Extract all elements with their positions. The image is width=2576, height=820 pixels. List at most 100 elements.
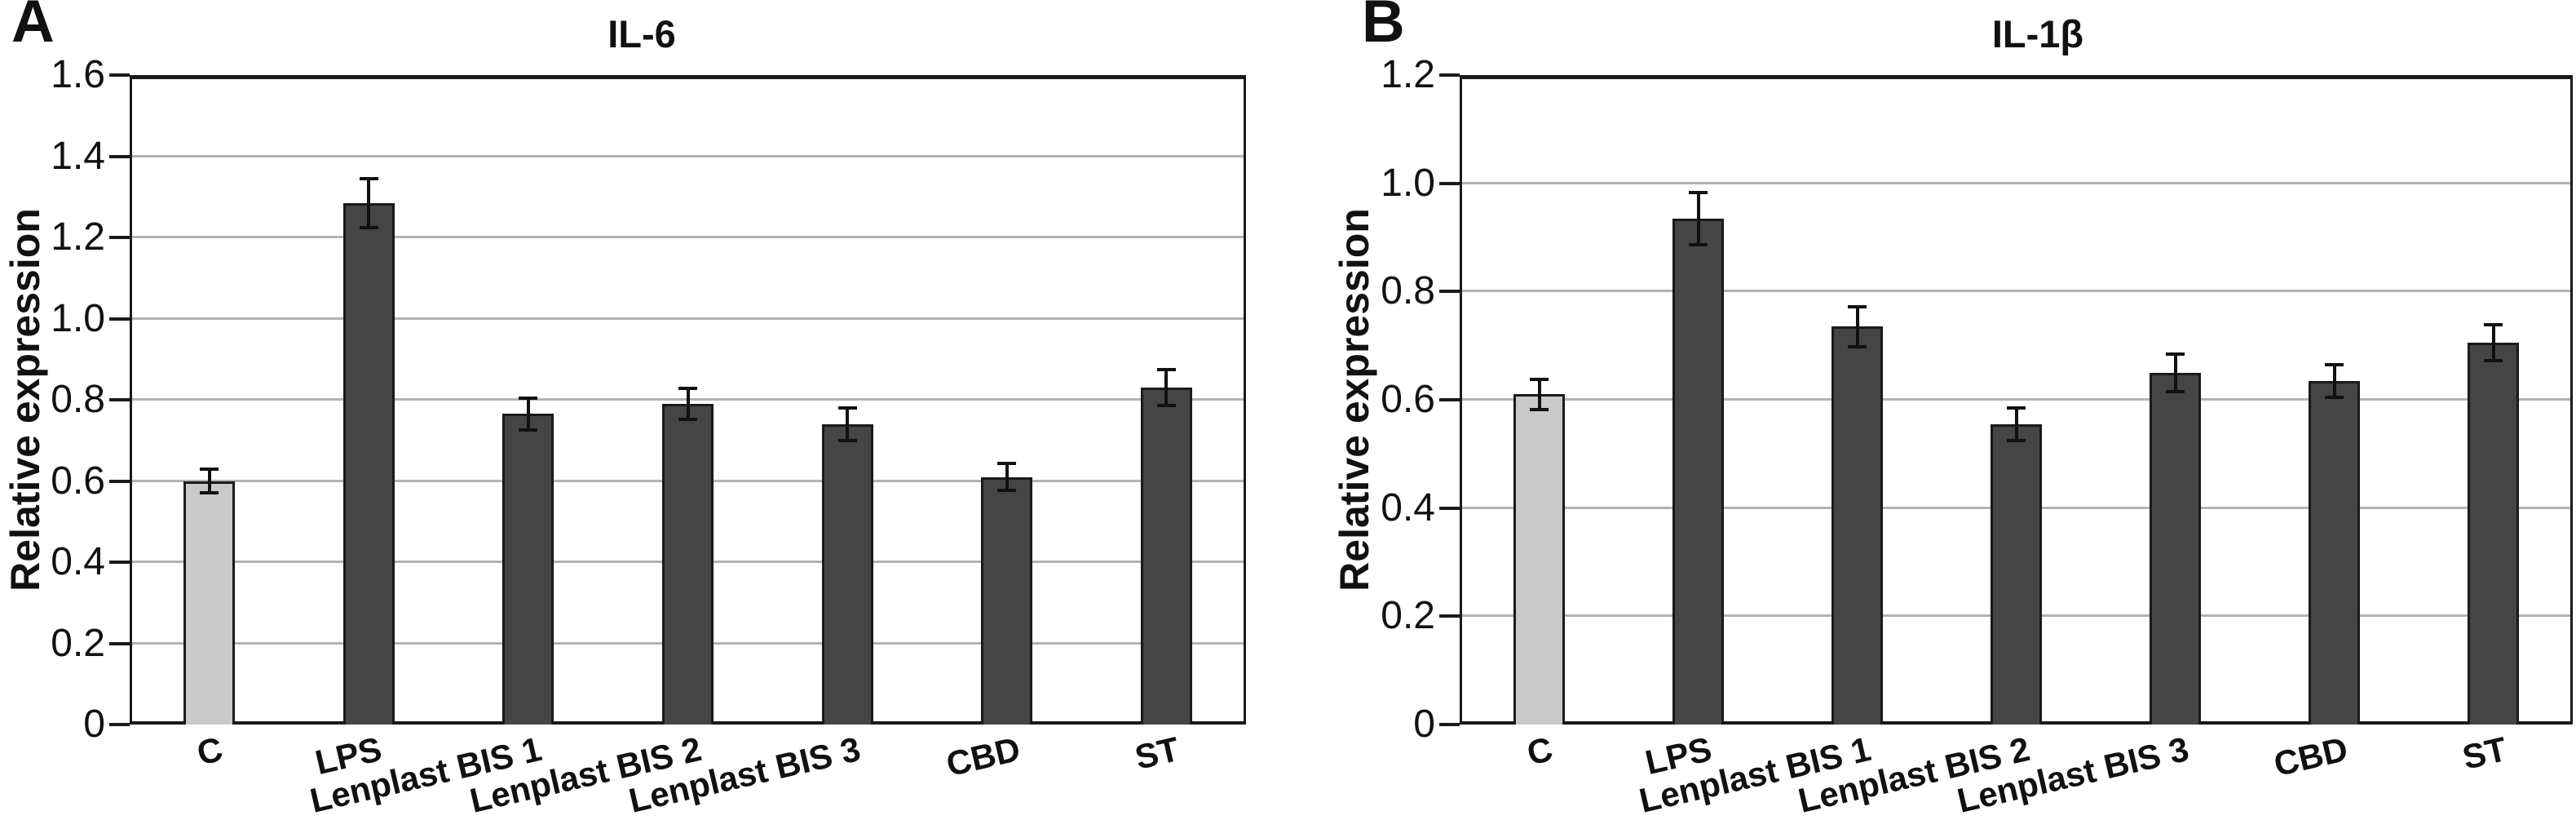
error-bar-cap-top (2166, 352, 2185, 356)
error-bar-cap-top (678, 387, 697, 391)
error-bar-line (1005, 463, 1009, 490)
gridline (130, 154, 1246, 157)
bar-cbd (2309, 380, 2360, 725)
error-bar-cap-bottom (678, 417, 697, 421)
chart-title-il1b: IL-1β (1991, 12, 2084, 55)
error-bar-cap-top (1156, 367, 1176, 371)
y-axis-tick (1439, 506, 1460, 510)
bar-lenplast-bis-3 (822, 423, 873, 725)
error-bar-line (1696, 192, 1700, 245)
bar-lenplast-bis-3 (2150, 372, 2201, 725)
error-bar-cap-top (200, 467, 219, 471)
error-bar-cap-bottom (2007, 438, 2026, 442)
gridline (1460, 398, 2573, 401)
error-bar-line (207, 468, 211, 494)
bar-c (1513, 394, 1565, 725)
error-bar-cap-bottom (359, 225, 378, 229)
error-bar-cap-top (1689, 190, 1708, 194)
y-axis-tick (1439, 398, 1460, 401)
error-bar-cap-bottom (200, 491, 219, 495)
y-tick-label: 1.6 (51, 53, 105, 96)
error-bar-cap-bottom (2166, 390, 2185, 394)
error-bar-cap-top (359, 176, 378, 180)
panel-a-letter: A (11, 0, 55, 55)
x-tick-label-cbd: CBD (2269, 729, 2351, 784)
error-bar-cap-top (1848, 304, 1867, 308)
y-tick-label: 1.2 (51, 215, 105, 259)
error-bar-cap-bottom (1156, 404, 1176, 408)
x-tick-label-st: ST (2458, 729, 2510, 777)
y-axis-tick (109, 641, 130, 645)
y-axis-tick (1439, 181, 1460, 185)
y-tick-label: 0.6 (51, 459, 105, 503)
error-bar-line (2332, 364, 2336, 397)
error-bar-cap-top (2484, 323, 2503, 327)
y-axis-tick (1439, 614, 1460, 618)
y-axis-tick (1439, 290, 1460, 294)
error-bar-line (2014, 407, 2018, 441)
error-bar-cap-bottom (1689, 242, 1708, 246)
y-axis-tick (109, 73, 130, 77)
gridline (1460, 181, 2573, 184)
y-tick-label: 0.6 (1381, 378, 1435, 421)
error-bar-line (2491, 325, 2495, 361)
error-bar-line (526, 397, 530, 431)
error-bar-cap-bottom (1530, 407, 1549, 411)
y-tick-label: 0.4 (51, 540, 105, 583)
y-tick-label: 0.8 (51, 378, 105, 421)
gridline (130, 317, 1246, 320)
y-tick-label: 1.0 (1381, 161, 1435, 205)
bar-lenplast-bis-2 (662, 403, 714, 725)
y-tick-label: 0.4 (1381, 485, 1435, 530)
error-bar-cap-top (2325, 362, 2344, 366)
error-bar-cap-bottom (997, 488, 1017, 492)
y-tick-label: 0 (1413, 703, 1435, 746)
bar-st (2468, 343, 2519, 725)
error-bar-line (1164, 369, 1169, 406)
error-bar-line (846, 407, 850, 441)
error-bar-line (2173, 353, 2177, 392)
gridline (130, 236, 1246, 238)
bar-cbd (981, 476, 1032, 725)
y-tick-label: 0.8 (1381, 269, 1435, 313)
y-axis-tick (109, 154, 130, 158)
error-bar-cap-bottom (837, 438, 857, 442)
error-bar-cap-top (837, 406, 857, 410)
y-tick-label: 0.2 (1381, 594, 1435, 638)
bar-lps (1672, 218, 1724, 725)
y-axis-tick (109, 317, 130, 321)
y-axis-tick (109, 479, 130, 483)
error-bar-line (367, 178, 371, 228)
y-tick-label: 0.2 (51, 621, 105, 665)
chart-title-il6: IL-6 (608, 12, 676, 55)
bar-st (1141, 388, 1192, 725)
error-bar-cap-bottom (1848, 344, 1867, 348)
error-bar-cap-bottom (2484, 359, 2503, 363)
y-tick-label: 0 (83, 703, 105, 746)
y-axis-tick (109, 723, 130, 726)
error-bar-line (1855, 306, 1859, 347)
error-bar-line (1537, 379, 1541, 410)
bar-lps (343, 202, 395, 725)
y-tick-label: 1.0 (51, 296, 105, 340)
bar-c (183, 481, 235, 725)
y-tick-label: 1.2 (1381, 53, 1435, 96)
error-bar-cap-top (1530, 377, 1549, 381)
y-axis-tick (1439, 723, 1460, 726)
panel-b-letter: B (1362, 0, 1405, 55)
y-axis-tick (109, 561, 130, 564)
bar-lenplast-bis-1 (1831, 326, 1883, 725)
error-bar-cap-bottom (519, 428, 538, 432)
bar-lenplast-bis-2 (1991, 423, 2042, 725)
y-axis-tick (109, 236, 130, 239)
bar-lenplast-bis-1 (502, 414, 554, 725)
y-axis-tick (1439, 73, 1460, 77)
x-tick-label-c: C (1522, 729, 1556, 773)
y-axis-tick (109, 398, 130, 401)
error-bar-cap-top (2007, 406, 2026, 410)
